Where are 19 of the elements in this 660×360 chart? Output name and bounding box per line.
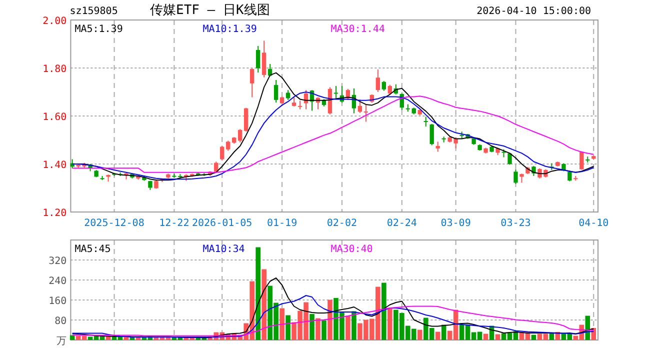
text: MA10:1.39 <box>202 24 257 35</box>
y-tick-label: 240 <box>48 276 67 287</box>
text: sz159805 <box>70 6 118 17</box>
y-tick-label: 1.60 <box>42 112 67 123</box>
text: MA30:40 <box>330 244 373 255</box>
y-tick-label: 320 <box>48 256 67 267</box>
chart-title: 传媒ETF — 日K线图 <box>150 3 270 18</box>
y-tick-label: 160 <box>48 296 67 307</box>
y-tick-label: 1.20 <box>42 208 67 219</box>
text: MA5:45 <box>74 244 111 255</box>
y-tick-label: 1.40 <box>42 160 67 171</box>
y-tick-label: 80 <box>54 316 67 327</box>
chart-subtitle: 2026-04-10 15:00:00 <box>476 6 591 17</box>
text: MA30:1.44 <box>330 24 385 35</box>
y-tick-label: 1.80 <box>42 64 67 75</box>
y-tick-label: 2.00 <box>42 16 67 27</box>
text: MA5:1.39 <box>74 24 123 35</box>
text: MA10:34 <box>202 244 245 255</box>
y-tick-label: 万 <box>56 336 67 347</box>
